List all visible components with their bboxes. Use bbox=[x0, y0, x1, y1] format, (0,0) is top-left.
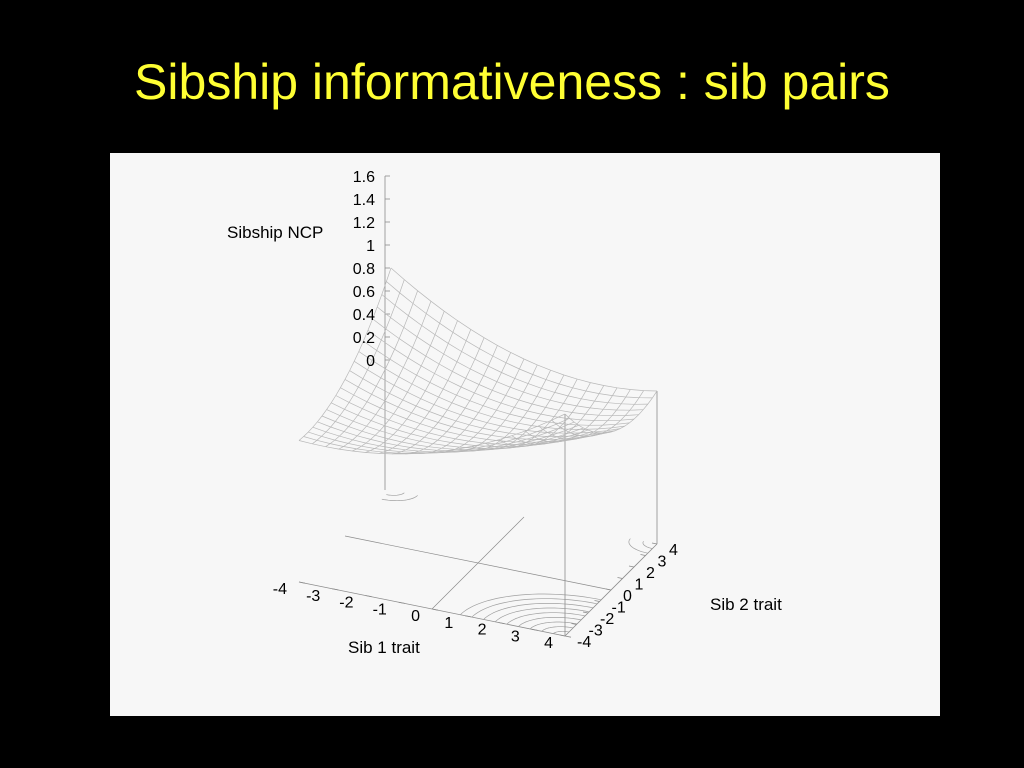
y-tick-label: 0 bbox=[623, 588, 632, 605]
x-tick-mark bbox=[332, 588, 339, 591]
z-tick-label: 0 bbox=[366, 353, 375, 370]
contour-arc bbox=[494, 607, 590, 623]
mesh-line-sib2 bbox=[372, 318, 639, 417]
y-tick-label: -3 bbox=[589, 623, 603, 640]
mesh-line-sib2 bbox=[363, 340, 630, 426]
x-axis-title: Sib 1 trait bbox=[348, 638, 420, 657]
x-tick-label: 2 bbox=[478, 622, 487, 639]
mesh-line-sib2 bbox=[367, 330, 635, 422]
contour-arc bbox=[518, 616, 582, 627]
mesh-line-sib2 bbox=[298, 413, 566, 455]
x-tick-label: -1 bbox=[373, 601, 387, 618]
z-tick-label: 0.4 bbox=[353, 307, 375, 324]
contour-arc bbox=[553, 630, 570, 634]
x-tick-label: -3 bbox=[306, 588, 320, 605]
contour-arc bbox=[386, 492, 405, 496]
mesh-line-sib2 bbox=[308, 421, 575, 454]
slide-title: Sibship informativeness : sib pairs bbox=[134, 54, 890, 110]
x-tick-label: 4 bbox=[544, 635, 553, 652]
mesh-line-sib2 bbox=[312, 424, 579, 453]
mesh-line-sib1 bbox=[405, 345, 498, 455]
y-tick-label: 2 bbox=[646, 565, 655, 582]
mesh-line-sib1 bbox=[418, 352, 512, 454]
z-tick-label: 1.2 bbox=[353, 215, 375, 232]
y-axis-title: Sib 2 trait bbox=[710, 595, 782, 614]
surface-mesh bbox=[298, 267, 658, 455]
x-tick-label: 3 bbox=[511, 628, 520, 645]
y-tick-mark bbox=[640, 554, 646, 556]
contour-arc bbox=[628, 538, 648, 554]
mesh-line-sib2 bbox=[376, 306, 644, 411]
contour-arc bbox=[541, 626, 574, 632]
contour-arc bbox=[506, 612, 586, 625]
mesh-line-sib2 bbox=[317, 421, 584, 452]
y-tick-mark bbox=[617, 577, 623, 579]
y-tick-label: 4 bbox=[669, 542, 678, 559]
mesh-line-sib1 bbox=[298, 267, 392, 441]
mesh-line-sib2 bbox=[354, 361, 621, 434]
y-tick-label: 3 bbox=[658, 554, 667, 571]
x-tick-label: -2 bbox=[339, 595, 353, 612]
mesh-line-sib2 bbox=[386, 281, 653, 399]
z-tick-label: 1.6 bbox=[353, 169, 375, 186]
mesh-line-sib1 bbox=[524, 387, 618, 443]
x-tick-label: 1 bbox=[444, 615, 453, 632]
y-tick-mark bbox=[651, 542, 658, 545]
contour-arc bbox=[642, 541, 653, 549]
y-tick-label: -4 bbox=[577, 634, 591, 651]
x-tick-mark bbox=[365, 595, 372, 598]
mesh-line-sib2 bbox=[340, 387, 607, 443]
z-tick-label: 0.6 bbox=[353, 284, 375, 301]
y-tick-mark bbox=[594, 600, 600, 602]
z-tick-label: 1 bbox=[366, 238, 375, 255]
mesh-line-sib2 bbox=[358, 351, 625, 430]
y-tick-mark bbox=[559, 634, 566, 637]
x-tick-mark bbox=[431, 608, 439, 611]
mesh-line-sib2 bbox=[335, 395, 602, 445]
z-tick-label: 0.8 bbox=[353, 261, 375, 278]
y-tick-mark bbox=[582, 611, 589, 614]
floor-midline-sib1 bbox=[344, 535, 612, 591]
x-tick-mark bbox=[564, 635, 572, 638]
x-tick-mark bbox=[398, 601, 405, 604]
z-tick-label: 1.4 bbox=[353, 192, 375, 209]
surface-chart: Sibship NCP Sib 1 trait Sib 2 trait 0 0.2… bbox=[227, 169, 782, 657]
z-tick-label: 0.2 bbox=[353, 330, 375, 347]
y-tick-mark bbox=[628, 565, 635, 568]
x-tick-mark bbox=[298, 581, 306, 584]
mesh-line-sib2 bbox=[381, 294, 648, 405]
chart-axes bbox=[298, 175, 658, 638]
mesh-line-sib2 bbox=[344, 379, 612, 440]
y-tick-label: -1 bbox=[612, 600, 626, 617]
mesh-line-sib2 bbox=[321, 415, 589, 451]
mesh-line-sib2 bbox=[303, 417, 570, 454]
contour-arc bbox=[460, 593, 602, 615]
base-contours bbox=[381, 492, 653, 634]
contour-arc bbox=[483, 602, 594, 620]
x-tick-mark bbox=[498, 622, 505, 625]
y-tick-mark bbox=[571, 623, 577, 625]
y-tick-label: -2 bbox=[600, 611, 614, 628]
mesh-line-sib2 bbox=[349, 370, 616, 437]
plot-panel: Sibship NCP Sib 1 trait Sib 2 trait 0 0.2… bbox=[110, 153, 940, 716]
contour-arc bbox=[381, 495, 418, 502]
y-tick-mark bbox=[605, 588, 612, 591]
z-axis-title: Sibship NCP bbox=[227, 223, 323, 242]
x-tick-mark bbox=[465, 615, 472, 618]
contour-arc bbox=[529, 621, 578, 630]
mesh-line-sib2 bbox=[390, 267, 658, 392]
x-tick-label: -4 bbox=[273, 581, 287, 598]
y-tick-label: 1 bbox=[635, 577, 644, 594]
mesh-line-sib1 bbox=[312, 279, 405, 445]
contour-arc bbox=[471, 598, 598, 618]
chart-labels: Sibship NCP Sib 1 trait Sib 2 trait 0 0.2… bbox=[227, 169, 782, 657]
x-tick-mark bbox=[531, 628, 538, 631]
x-tick-label: 0 bbox=[411, 608, 420, 625]
